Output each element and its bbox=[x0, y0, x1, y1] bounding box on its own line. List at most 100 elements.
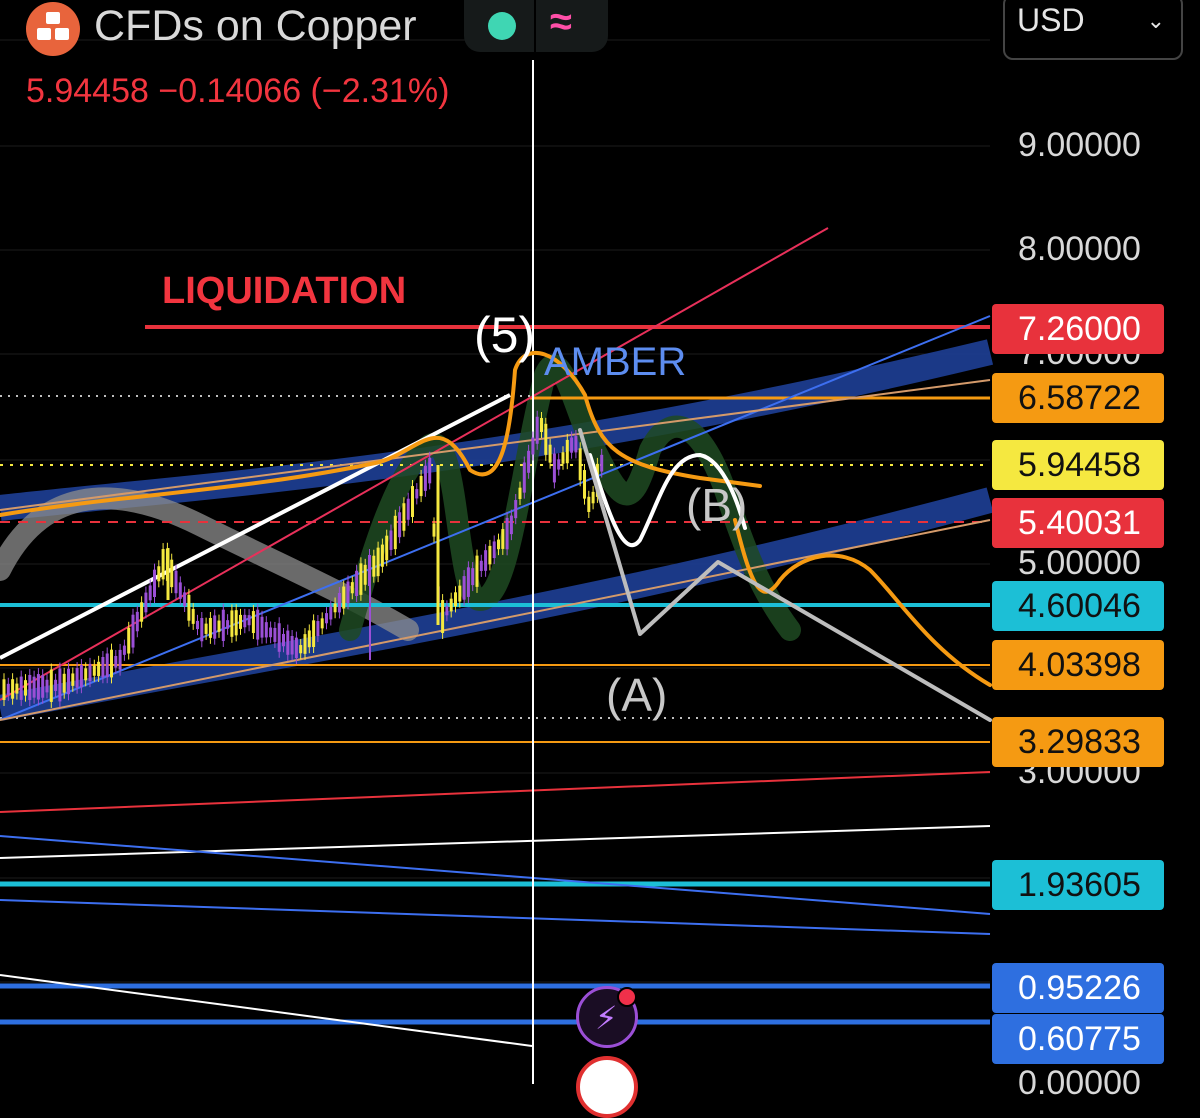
candle-body bbox=[131, 614, 135, 648]
candle-body bbox=[187, 594, 191, 621]
price-badge[interactable]: 5.40031 bbox=[992, 498, 1164, 548]
candle-body bbox=[19, 676, 23, 700]
candle-body bbox=[84, 668, 88, 681]
candle-body bbox=[32, 676, 36, 698]
candle-body bbox=[88, 663, 92, 682]
price-badge[interactable]: 0.95226 bbox=[992, 963, 1164, 1013]
candle-body bbox=[2, 679, 6, 701]
candle-body bbox=[62, 673, 66, 693]
candle-body bbox=[462, 576, 466, 600]
candle-body bbox=[522, 462, 526, 493]
price-badge[interactable]: 7.26000 bbox=[992, 304, 1164, 354]
candle-body bbox=[398, 512, 402, 538]
tan-channel-lower bbox=[0, 519, 991, 721]
candle-body bbox=[208, 617, 212, 638]
candle-body bbox=[359, 563, 363, 595]
candle-body bbox=[449, 598, 453, 612]
blue-trend-2 bbox=[0, 899, 991, 935]
wave-a-label: (A) bbox=[606, 669, 668, 721]
axis-label: 5.00000 bbox=[1018, 544, 1141, 582]
candle-body bbox=[488, 545, 492, 565]
candle-body bbox=[316, 621, 320, 637]
tan-channel-upper bbox=[0, 379, 991, 511]
candle-body bbox=[587, 496, 591, 512]
candle-body bbox=[110, 649, 113, 678]
candle-body bbox=[221, 609, 225, 641]
candle-body bbox=[527, 450, 531, 473]
currency-select[interactable]: USD ⌄ bbox=[1003, 0, 1183, 60]
price-badge[interactable]: 1.93605 bbox=[992, 860, 1164, 910]
candle-body bbox=[6, 683, 10, 695]
amber-label: AMBER bbox=[544, 340, 687, 384]
orange-ma bbox=[0, 350, 762, 517]
candle-body bbox=[282, 633, 285, 647]
candle-body bbox=[411, 486, 414, 517]
candle-body bbox=[140, 602, 144, 622]
white-trend-bottom bbox=[0, 974, 533, 1047]
candle-body bbox=[578, 448, 582, 481]
price-chart[interactable] bbox=[0, 0, 1200, 1084]
candle-body bbox=[557, 459, 561, 470]
price-badge[interactable]: 4.03398 bbox=[992, 640, 1164, 690]
candle-body bbox=[385, 535, 389, 561]
candle-body bbox=[247, 615, 251, 626]
copper-logo-icon bbox=[26, 2, 80, 56]
blue-rising-line bbox=[0, 315, 991, 721]
candle-body bbox=[170, 559, 174, 588]
candle-body bbox=[445, 606, 449, 616]
candle-body bbox=[148, 585, 152, 601]
candle-body bbox=[333, 603, 337, 613]
market-status-pill[interactable]: ≈ bbox=[464, 0, 608, 52]
candle-body bbox=[11, 679, 15, 699]
channel-band-lower bbox=[0, 487, 994, 721]
candle-body bbox=[458, 585, 462, 602]
candle-body bbox=[24, 680, 27, 696]
candle-body bbox=[402, 503, 406, 531]
candle-body bbox=[196, 620, 199, 630]
candle-body bbox=[307, 630, 311, 648]
candle-body bbox=[475, 555, 479, 587]
candle-body bbox=[157, 566, 161, 582]
candle-body bbox=[329, 606, 333, 620]
candle-body bbox=[423, 465, 427, 491]
candle-body bbox=[393, 515, 397, 550]
candle-body bbox=[290, 636, 294, 655]
candle-body bbox=[204, 623, 208, 634]
price-badge[interactable]: 0.60775 bbox=[992, 1014, 1164, 1064]
alerts-button[interactable]: ⚡ bbox=[576, 986, 638, 1048]
candle-body bbox=[71, 673, 75, 686]
candle-body bbox=[294, 637, 298, 659]
candle-body bbox=[122, 645, 126, 655]
price-badge[interactable]: 5.94458 bbox=[992, 440, 1164, 490]
candle-body bbox=[466, 567, 470, 597]
candle-body bbox=[273, 627, 277, 642]
candle-body bbox=[484, 550, 488, 571]
currency-value: USD bbox=[1017, 2, 1085, 38]
candle-body bbox=[591, 491, 595, 504]
candle-body bbox=[428, 457, 432, 484]
candle-body bbox=[127, 627, 131, 654]
candle-body bbox=[15, 683, 19, 694]
price-badge[interactable]: 3.29833 bbox=[992, 717, 1164, 767]
price-badge[interactable]: 6.58722 bbox=[992, 373, 1164, 423]
candle-body bbox=[454, 592, 457, 607]
grey-arc bbox=[0, 487, 419, 641]
candle-body bbox=[492, 541, 496, 559]
candle-body bbox=[342, 586, 346, 609]
candle-body bbox=[432, 523, 436, 537]
candle-body bbox=[217, 620, 221, 632]
candle-body bbox=[230, 610, 234, 637]
candle-body bbox=[509, 515, 513, 535]
candle-body bbox=[243, 614, 247, 628]
candle-body bbox=[303, 634, 307, 654]
symbol-title[interactable]: CFDs on Copper bbox=[94, 2, 417, 50]
candle-body bbox=[415, 489, 419, 499]
price-badge[interactable]: 4.60046 bbox=[992, 581, 1164, 631]
candle-body bbox=[118, 649, 122, 670]
red-trend-lower bbox=[0, 771, 991, 813]
candle-body bbox=[350, 582, 354, 594]
candle-body bbox=[505, 517, 509, 550]
candle-body bbox=[251, 611, 255, 634]
us-flag-icon[interactable] bbox=[576, 1056, 638, 1118]
candle-body bbox=[67, 668, 70, 695]
